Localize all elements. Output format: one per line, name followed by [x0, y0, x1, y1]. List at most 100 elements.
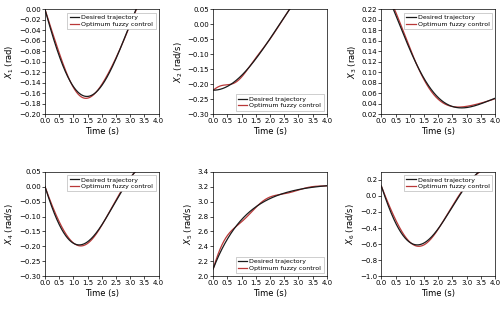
Optimum fuzzy control — [472, 103, 478, 106]
Desired trajectory — [264, 198, 270, 202]
Desired trajectory — [433, 230, 439, 233]
Desired trajectory — [96, 87, 102, 91]
Desired trajectory — [472, 174, 478, 177]
Optimum fuzzy control — [432, 95, 438, 98]
Y-axis label: $X_3$ (rad): $X_3$ (rad) — [346, 45, 358, 79]
Desired trajectory — [490, 97, 496, 101]
Desired trajectory — [440, 220, 446, 224]
Optimum fuzzy control — [265, 40, 271, 44]
Desired trajectory — [278, 192, 284, 196]
Desired trajectory — [446, 103, 452, 107]
Optimum fuzzy control — [324, 184, 330, 188]
Optimum fuzzy control — [42, 8, 48, 11]
Optimum fuzzy control — [97, 85, 103, 89]
Desired trajectory — [433, 93, 439, 97]
Optimum fuzzy control — [278, 192, 284, 196]
Line: Optimum fuzzy control: Optimum fuzzy control — [45, 158, 158, 246]
Optimum fuzzy control — [321, 184, 327, 188]
Line: Optimum fuzzy control: Optimum fuzzy control — [382, 165, 495, 246]
Optimum fuzzy control — [136, 3, 141, 6]
Y-axis label: $X_6$ (rad/s): $X_6$ (rad/s) — [345, 203, 358, 245]
Line: Desired trajectory: Desired trajectory — [213, 186, 327, 269]
Optimum fuzzy control — [210, 267, 216, 271]
Line: Desired trajectory: Desired trajectory — [45, 0, 158, 96]
Optimum fuzzy control — [416, 244, 422, 248]
Optimum fuzzy control — [83, 96, 89, 100]
Desired trajectory — [265, 198, 271, 202]
Desired trajectory — [321, 184, 327, 188]
Optimum fuzzy control — [153, 156, 159, 160]
Desired trajectory — [304, 186, 310, 190]
Optimum fuzzy control — [440, 101, 446, 105]
Optimum fuzzy control — [110, 62, 116, 66]
Desired trajectory — [264, 41, 270, 45]
X-axis label: Time (s): Time (s) — [421, 289, 455, 298]
Optimum fuzzy control — [96, 228, 102, 231]
Y-axis label: $X_2$ (rad/s): $X_2$ (rad/s) — [172, 41, 184, 83]
Line: Desired trajectory: Desired trajectory — [45, 158, 158, 245]
Desired trajectory — [324, 184, 330, 188]
X-axis label: Time (s): Time (s) — [85, 289, 119, 298]
Optimum fuzzy control — [432, 231, 438, 235]
Optimum fuzzy control — [42, 185, 48, 188]
Optimum fuzzy control — [304, 186, 310, 190]
Desired trajectory — [210, 88, 216, 92]
Desired trajectory — [432, 93, 438, 96]
Line: Desired trajectory: Desired trajectory — [382, 165, 495, 245]
Desired trajectory — [446, 210, 452, 214]
Optimum fuzzy control — [378, 184, 384, 188]
Optimum fuzzy control — [210, 88, 216, 92]
Legend: Desired trajectory, Optimum fuzzy control: Desired trajectory, Optimum fuzzy contro… — [404, 175, 492, 192]
Desired trajectory — [42, 8, 48, 11]
Optimum fuzzy control — [433, 230, 439, 234]
Optimum fuzzy control — [78, 244, 84, 248]
Optimum fuzzy control — [272, 30, 278, 34]
Legend: Desired trajectory, Optimum fuzzy control: Desired trajectory, Optimum fuzzy contro… — [236, 94, 324, 111]
Desired trajectory — [97, 86, 103, 90]
Desired trajectory — [84, 95, 90, 98]
Optimum fuzzy control — [272, 194, 278, 198]
Desired trajectory — [472, 104, 478, 108]
Desired trajectory — [42, 185, 48, 188]
Optimum fuzzy control — [446, 104, 452, 108]
Desired trajectory — [110, 64, 116, 68]
Desired trajectory — [278, 20, 284, 24]
X-axis label: Time (s): Time (s) — [253, 289, 287, 298]
Desired trajectory — [110, 204, 116, 208]
Optimum fuzzy control — [490, 164, 496, 168]
Legend: Desired trajectory, Optimum fuzzy control: Desired trajectory, Optimum fuzzy contro… — [404, 13, 492, 29]
X-axis label: Time (s): Time (s) — [421, 127, 455, 136]
Desired trajectory — [96, 227, 102, 231]
Legend: Desired trajectory, Optimum fuzzy control: Desired trajectory, Optimum fuzzy contro… — [68, 13, 156, 29]
Desired trajectory — [104, 215, 110, 219]
Desired trajectory — [272, 195, 278, 198]
Desired trajectory — [136, 2, 141, 5]
Optimum fuzzy control — [104, 215, 110, 219]
Optimum fuzzy control — [264, 41, 270, 45]
Desired trajectory — [432, 230, 438, 234]
Desired trajectory — [156, 156, 162, 160]
Line: Optimum fuzzy control: Optimum fuzzy control — [213, 186, 327, 269]
Desired trajectory — [265, 40, 271, 44]
Desired trajectory — [153, 156, 159, 160]
Line: Desired trajectory: Desired trajectory — [382, 0, 495, 108]
Y-axis label: $X_4$ (rad/s): $X_4$ (rad/s) — [4, 203, 16, 245]
Y-axis label: $X_1$ (rad): $X_1$ (rad) — [4, 45, 16, 79]
Optimum fuzzy control — [492, 97, 498, 101]
Desired trajectory — [378, 184, 384, 188]
Optimum fuzzy control — [446, 209, 452, 213]
Desired trajectory — [210, 267, 216, 271]
Legend: Desired trajectory, Optimum fuzzy control: Desired trajectory, Optimum fuzzy contro… — [236, 257, 324, 273]
X-axis label: Time (s): Time (s) — [253, 127, 287, 136]
Optimum fuzzy control — [490, 98, 496, 101]
X-axis label: Time (s): Time (s) — [85, 127, 119, 136]
Line: Optimum fuzzy control: Optimum fuzzy control — [213, 0, 327, 90]
Desired trajectory — [492, 163, 498, 167]
Desired trajectory — [210, 88, 216, 92]
Optimum fuzzy control — [96, 86, 102, 90]
Optimum fuzzy control — [97, 227, 103, 230]
Optimum fuzzy control — [104, 74, 110, 78]
Optimum fuzzy control — [472, 174, 478, 178]
Desired trajectory — [490, 164, 496, 167]
Optimum fuzzy control — [278, 21, 284, 24]
